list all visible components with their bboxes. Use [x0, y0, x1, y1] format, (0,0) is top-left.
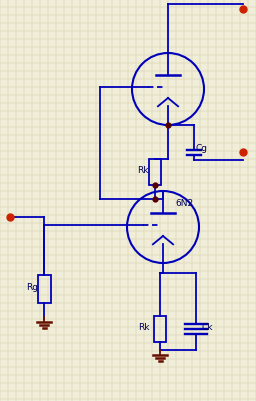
Bar — [37, 275, 50, 303]
Text: 6N2: 6N2 — [176, 199, 194, 208]
Text: Rg: Rg — [26, 282, 38, 291]
Bar — [149, 160, 161, 186]
Text: Cg: Cg — [196, 144, 208, 153]
Bar — [154, 316, 166, 342]
Text: Rk: Rk — [137, 166, 148, 174]
Text: Ck: Ck — [202, 322, 214, 331]
Text: Rk: Rk — [138, 322, 150, 331]
